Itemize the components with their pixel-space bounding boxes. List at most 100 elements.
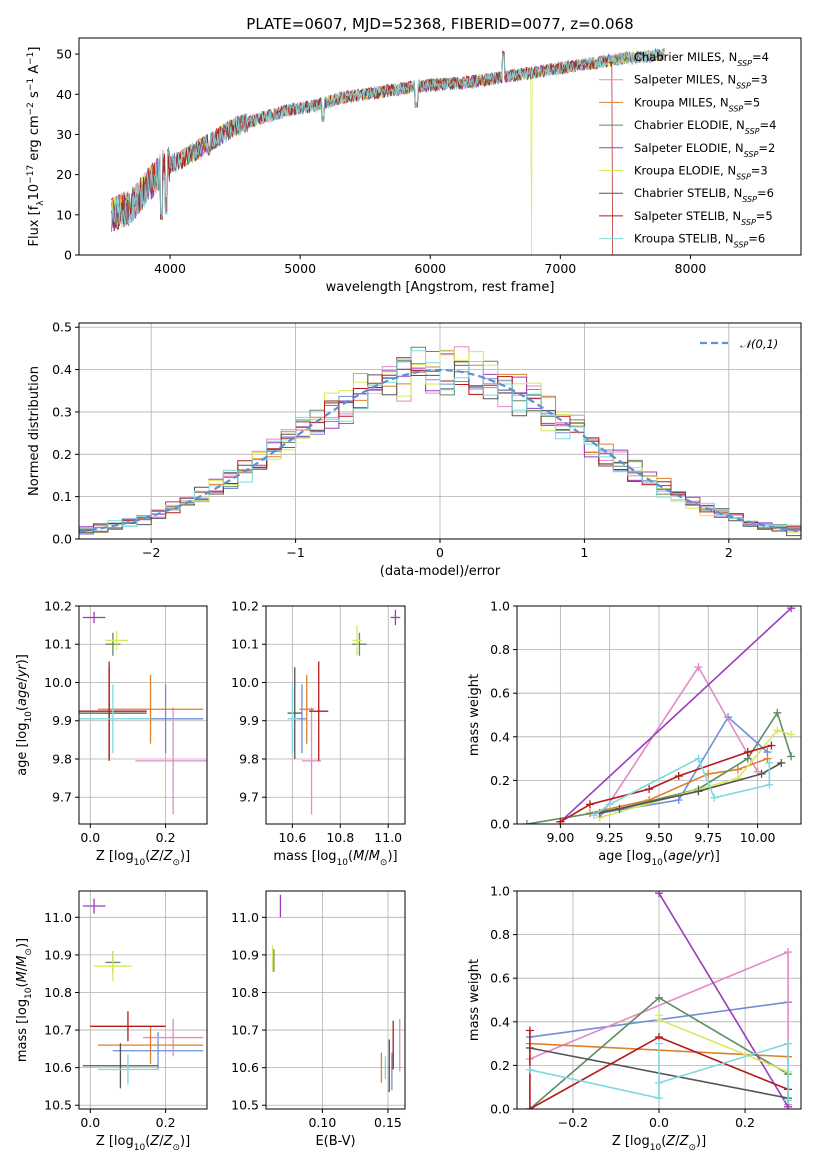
label-part: M [353, 849, 364, 864]
weight-marker [522, 820, 531, 824]
tick-label-y: 9.8 [52, 751, 72, 766]
label-part: ⊙ [172, 1143, 180, 1153]
legend-sub: SSP [736, 81, 751, 90]
tick-label-y: 0.0 [490, 817, 510, 832]
tick-label-y: 9.7 [52, 790, 72, 805]
label-part: E(B-V) [315, 1134, 355, 1149]
label-part: Z [log [96, 849, 134, 864]
tick-label-y: 10.6 [231, 1060, 259, 1075]
label-part: )] [180, 1134, 190, 1149]
y-axis-label: mass weight [467, 674, 482, 756]
tick-label-y: 50 [56, 47, 72, 62]
tick-label-y: 10.1 [44, 637, 72, 652]
label-part: 10 [134, 858, 146, 868]
panel-age-vs-Z: 0.0 0.29.79.89.910.010.110.2Z [log10(Z/Z⊙… [15, 599, 208, 868]
plot-frame [516, 605, 802, 825]
tick-label-y: 10.2 [44, 599, 72, 614]
tick-label-y: 0.4 [52, 362, 72, 377]
x-axis-label: mass [log10(M/M⊙)] [273, 849, 397, 868]
tick-label-y: 10.8 [231, 985, 259, 1000]
tick-label-y: 0.6 [490, 686, 510, 701]
label-part: ( [145, 849, 150, 864]
legend-entry: Kroupa STELIB, NSSP=6 [634, 232, 765, 250]
legend-nssp: =5 [743, 95, 760, 109]
weight-marker [556, 817, 565, 824]
panel-mass-vs-ebv: 0.10 0.15 10.5 10.6 10.7 10.8 10.9 11.0 E(B-V) [231, 890, 406, 1149]
tick-label-y: 9.9 [239, 713, 259, 728]
label-part: Z [149, 849, 160, 864]
tick-label-y: 10.7 [231, 1023, 259, 1038]
errorbar-chabrier-stelib [287, 667, 302, 759]
tick-label-x: −0.2 [558, 1115, 588, 1130]
label-part: −17 [26, 165, 36, 184]
weight-marker [763, 754, 772, 763]
legend-nssp: =6 [757, 186, 774, 200]
tick-label-y: 10.0 [231, 675, 259, 690]
errorbar-kroupa-miles [97, 1026, 204, 1064]
panel-mass-vs-Z: 0.0 0.210.510.610.710.810.911.0Z [log10(Z… [15, 890, 208, 1153]
tick-label-y: 10.8 [44, 985, 72, 1000]
plot-frame [78, 37, 802, 256]
weight-marker [645, 785, 654, 794]
label-part: age [15, 682, 30, 706]
legend-sub: SSP [737, 59, 752, 68]
tick-label-y: 11.0 [44, 910, 72, 925]
weight-marker [694, 787, 703, 796]
spectrum-lines [111, 47, 665, 255]
legend-entry: Chabrier STELIB, NSSP=6 [634, 186, 774, 204]
gaussian-curve [79, 368, 801, 533]
legend-sub: SSP [742, 195, 757, 204]
tick-label-y: 20 [56, 167, 72, 182]
tick-label-x: 0.2 [156, 830, 176, 845]
label-part: 10 [27, 184, 42, 201]
label-part: Z [163, 849, 174, 864]
label-part: ] [27, 47, 42, 52]
tick-label-y: 9.7 [239, 790, 259, 805]
plot-frame [78, 322, 802, 540]
tick-label-y: 10.5 [231, 1098, 259, 1113]
tick-label-x: 1 [580, 545, 588, 560]
label-part: mass [log [15, 999, 30, 1062]
y-axis-label: age [log10(age/yr)] [15, 654, 34, 776]
tick-label-y: 40 [56, 87, 72, 102]
label-part: ⊙ [380, 858, 388, 868]
label-part: M [15, 956, 30, 967]
legend-nssp: =5 [756, 209, 773, 223]
tick-label-x: 9.00 [546, 830, 574, 845]
label-part: ( [15, 982, 30, 987]
weight-marker [787, 606, 796, 613]
label-part: ( [348, 849, 353, 864]
weight-marker [784, 1096, 793, 1105]
tick-label-x: 7000 [544, 261, 576, 276]
tick-label-x: 6000 [414, 261, 446, 276]
tick-label-y: 0.3 [52, 404, 72, 419]
tick-label-y: 10.9 [44, 947, 72, 962]
legend-name: Salpeter MILES, N [634, 73, 736, 87]
label-part: / [159, 1134, 164, 1149]
weight-marker [765, 780, 774, 789]
label-part: erg cm [27, 115, 42, 164]
plot-frame [516, 890, 802, 1110]
weight-marker [733, 765, 742, 774]
label-part: ⊙ [24, 948, 34, 956]
label-part: Z [149, 1134, 160, 1149]
spectrum-line-salpeter-elodie [111, 48, 665, 232]
weight-marker [765, 758, 774, 767]
label-part: wavelength [Angstrom, rest frame] [326, 280, 555, 295]
legend-entry: Kroupa MILES, NSSP=5 [634, 95, 760, 113]
weight-marker [704, 769, 713, 778]
tick-label-x: 0.0 [80, 830, 100, 845]
weight-marker [655, 891, 663, 898]
weight-marker [585, 800, 594, 809]
tick-label-y: 10.5 [44, 1098, 72, 1113]
histogram-kroupa-stelib [79, 350, 801, 529]
label-part: age [log [15, 723, 30, 776]
weight-marker [784, 1039, 793, 1048]
figure-title: PLATE=0607, MJD=52368, FIBERID=0077, z=0… [246, 15, 633, 33]
label-part: 10 [337, 858, 349, 868]
weight-marker [694, 754, 703, 763]
legend-nssp: =6 [748, 232, 765, 246]
tick-label-x: 4000 [154, 261, 186, 276]
tick-label-y: 1.0 [490, 599, 510, 614]
